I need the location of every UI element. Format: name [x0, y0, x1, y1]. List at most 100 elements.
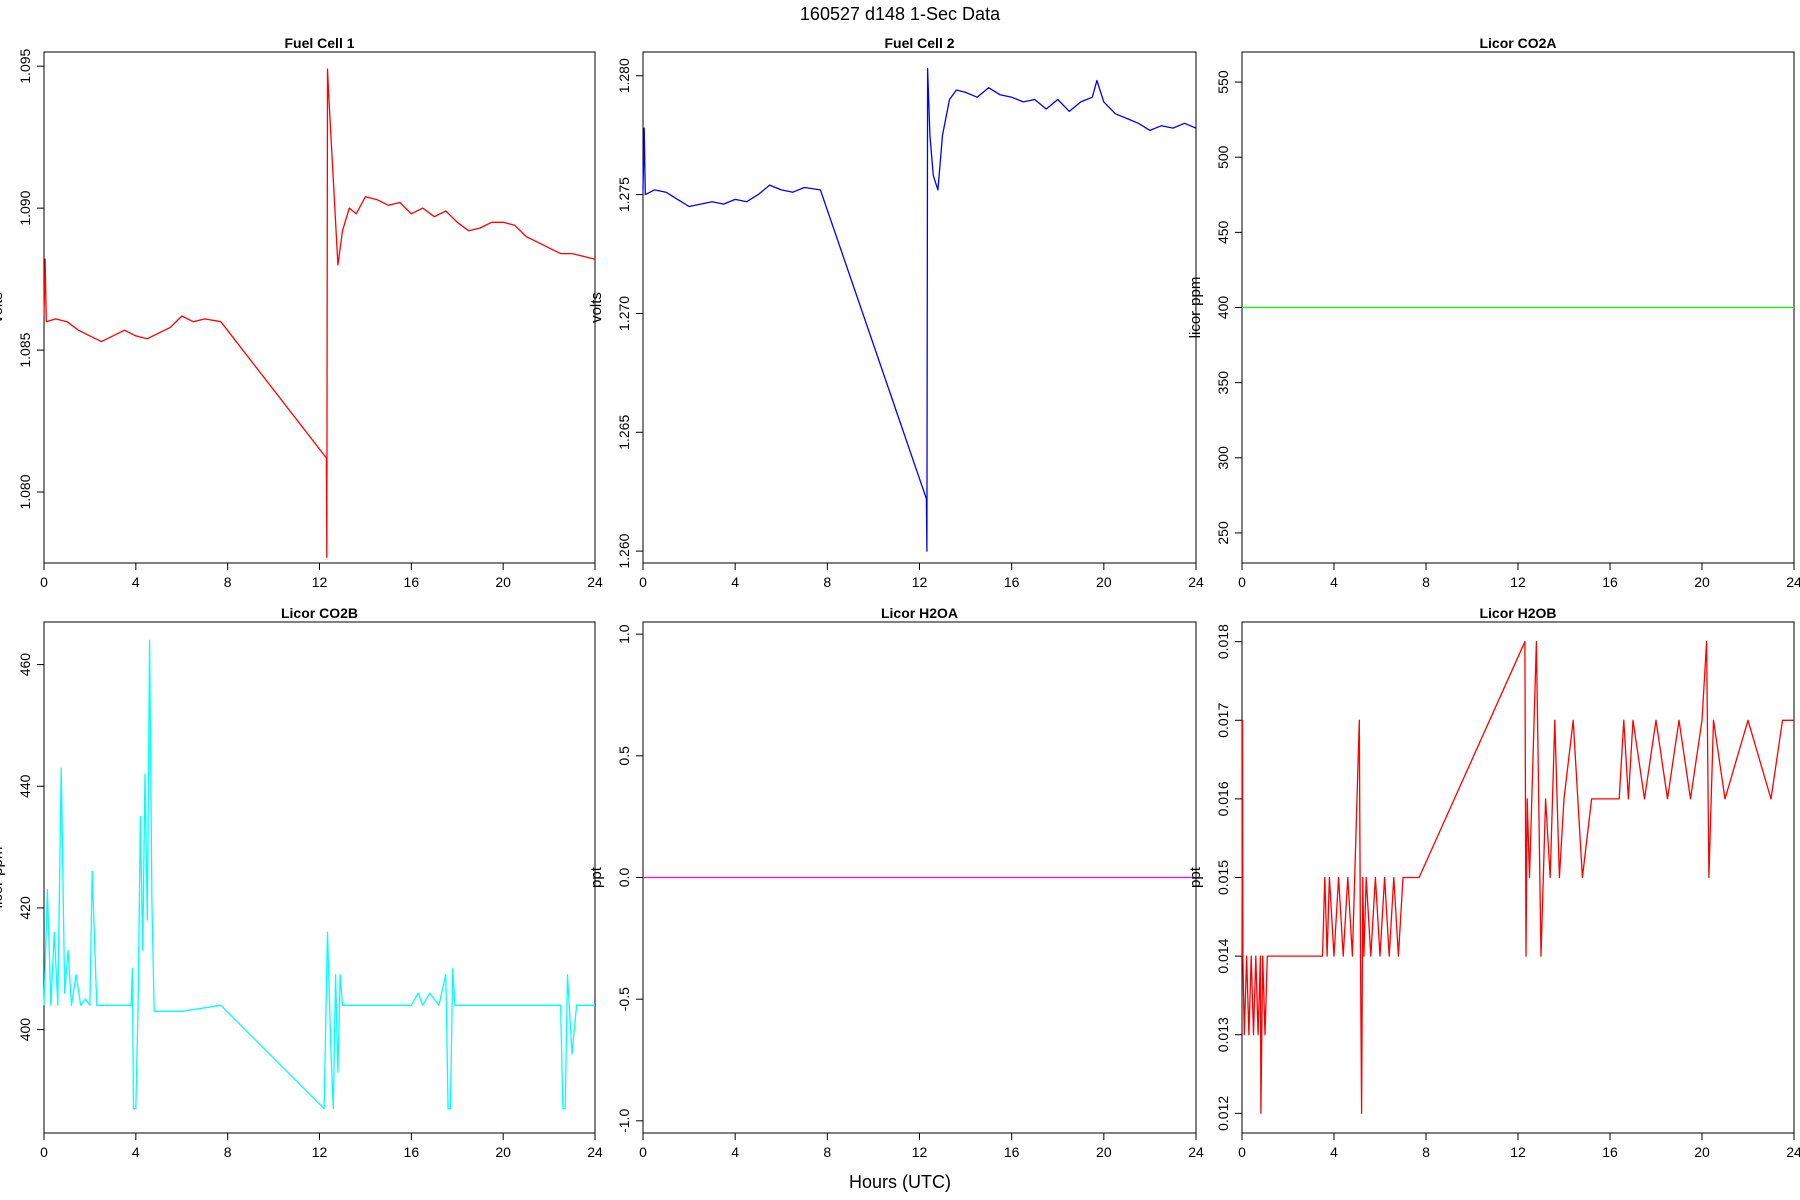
y-tick-label: 250: [1215, 521, 1231, 545]
chart-title: Licor H2OA: [881, 605, 958, 621]
y-tick-label: 300: [1215, 446, 1231, 470]
x-tick-label: 12: [312, 1144, 328, 1160]
x-tick-label: 16: [404, 1144, 420, 1160]
chart-title: Licor CO2B: [281, 605, 358, 621]
y-tick-label: 1.265: [616, 415, 632, 450]
plot-frame: [642, 51, 1197, 564]
x-tick-label: 16: [1602, 1144, 1618, 1160]
y-axis-label: volts: [588, 292, 605, 323]
x-tick-label: 0: [1238, 574, 1246, 590]
y-tick-label: 0.013: [1215, 1017, 1231, 1052]
y-tick-label: 0.018: [1215, 624, 1231, 659]
y-tick-label: 1.080: [17, 474, 33, 509]
x-tick-label: 24: [1188, 1144, 1204, 1160]
x-tick-label: 8: [224, 1144, 232, 1160]
x-tick-label: 8: [224, 574, 232, 590]
y-tick-label: 350: [1215, 371, 1231, 395]
chart-panel-2: Fuel Cell 2 volts 0 4 8 12 16 20 24 1.260 1.265 1.2…: [588, 35, 1204, 590]
y-tick-label: 400: [17, 1018, 33, 1042]
y-tick-label: 1.0: [616, 624, 632, 644]
plot-frame: [43, 621, 596, 1134]
x-tick-label: 16: [1004, 574, 1020, 590]
y-tick-label: 0.012: [1215, 1096, 1231, 1131]
x-tick-label: 4: [132, 574, 140, 590]
y-tick-label: 1.270: [616, 296, 632, 331]
y-tick-label: 500: [1215, 145, 1231, 169]
x-tick-label: 12: [912, 1144, 928, 1160]
x-tick-label: 20: [495, 574, 511, 590]
chart-panel-4: Licor CO2B licor-ppm 0 4 8 12 16 20 24 400 420 440 4…: [0, 605, 603, 1160]
chart-panel-6: Licor H2OB ppt 0 4 8 12 16 20 24 0.012 0.013 0.014 0…: [1187, 605, 1800, 1160]
chart-panel-3: Licor CO2A licor-ppm 0 4 8 12 16 20 24 250 300 350 4…: [1187, 35, 1800, 590]
chart-title: Fuel Cell 1: [284, 35, 354, 51]
x-tick-label: 24: [587, 1144, 603, 1160]
x-tick-label: 12: [312, 574, 328, 590]
series-line-1: [43, 68, 596, 558]
x-tick-label: 0: [639, 1144, 647, 1160]
y-axis-label: licor-ppm: [1187, 277, 1204, 339]
shared-x-axis-label: Hours (UTC): [849, 1172, 951, 1192]
y-tick-label: 0.017: [1215, 703, 1231, 738]
x-tick-label: 12: [1510, 574, 1526, 590]
chart-title: Licor H2OB: [1479, 605, 1556, 621]
x-tick-label: 12: [912, 574, 928, 590]
y-tick-label: 1.280: [616, 58, 632, 93]
x-tick-label: 8: [823, 574, 831, 590]
series-line-1: [43, 639, 595, 1110]
chart-title: Fuel Cell 2: [884, 35, 954, 51]
x-tick-label: 16: [1602, 574, 1618, 590]
y-axis-label: licor-ppm: [0, 847, 6, 909]
y-tick-label: 0.5: [616, 746, 632, 766]
y-tick-label: 450: [1215, 220, 1231, 244]
plot-frame: [43, 51, 596, 564]
x-tick-label: 8: [1422, 574, 1430, 590]
x-tick-label: 0: [40, 1144, 48, 1160]
x-tick-label: 8: [1422, 1144, 1430, 1160]
y-tick-label: 0.016: [1215, 781, 1231, 816]
y-tick-label: 1.090: [17, 190, 33, 225]
x-tick-label: 4: [731, 574, 739, 590]
y-tick-label: 0.0: [616, 868, 632, 888]
y-tick-label: 1.095: [17, 48, 33, 83]
chart-title: Licor CO2A: [1479, 35, 1556, 51]
x-tick-label: 24: [1188, 574, 1204, 590]
y-tick-label: -1.0: [616, 1109, 632, 1133]
x-tick-label: 0: [40, 574, 48, 590]
x-tick-label: 20: [1694, 574, 1710, 590]
chart-panel-5: Licor H2OA ppt 0 4 8 12 16 20 24 -1.0 -0.5 0.0 0.5 1.…: [588, 605, 1204, 1160]
y-tick-label: 550: [1215, 70, 1231, 94]
y-tick-label: 440: [17, 774, 33, 798]
x-tick-label: 8: [823, 1144, 831, 1160]
y-axis-label: ppt: [588, 866, 605, 888]
series-line-1: [642, 67, 1197, 552]
y-tick-label: -0.5: [616, 987, 632, 1011]
x-tick-label: 12: [1510, 1144, 1526, 1160]
y-tick-label: 420: [17, 896, 33, 920]
x-tick-label: 0: [639, 574, 647, 590]
y-tick-label: 1.260: [616, 533, 632, 568]
y-tick-label: 460: [17, 653, 33, 677]
series-line-1: [1241, 641, 1794, 1114]
x-tick-label: 20: [1096, 574, 1112, 590]
x-tick-label: 0: [1238, 1144, 1246, 1160]
x-tick-label: 4: [731, 1144, 739, 1160]
chart-panel-1: Fuel Cell 1 volts 0 4 8 12 16 20 24 1.080 1.085 1.0…: [0, 35, 603, 590]
x-tick-label: 4: [132, 1144, 140, 1160]
y-tick-label: 1.085: [17, 332, 33, 367]
y-tick-label: 0.015: [1215, 860, 1231, 895]
y-tick-label: 1.275: [616, 177, 632, 212]
x-tick-label: 24: [1786, 574, 1800, 590]
y-tick-label: 0.014: [1215, 938, 1231, 973]
x-tick-label: 20: [495, 1144, 511, 1160]
x-tick-label: 24: [587, 574, 603, 590]
x-tick-label: 20: [1096, 1144, 1112, 1160]
x-tick-label: 16: [1004, 1144, 1020, 1160]
y-tick-label: 400: [1215, 296, 1231, 320]
y-axis-label: ppt: [1187, 866, 1204, 888]
figure-title: 160527 d148 1-Sec Data: [799, 4, 1001, 24]
y-axis-label: volts: [0, 292, 6, 323]
x-tick-label: 16: [404, 574, 420, 590]
x-tick-label: 4: [1330, 1144, 1338, 1160]
